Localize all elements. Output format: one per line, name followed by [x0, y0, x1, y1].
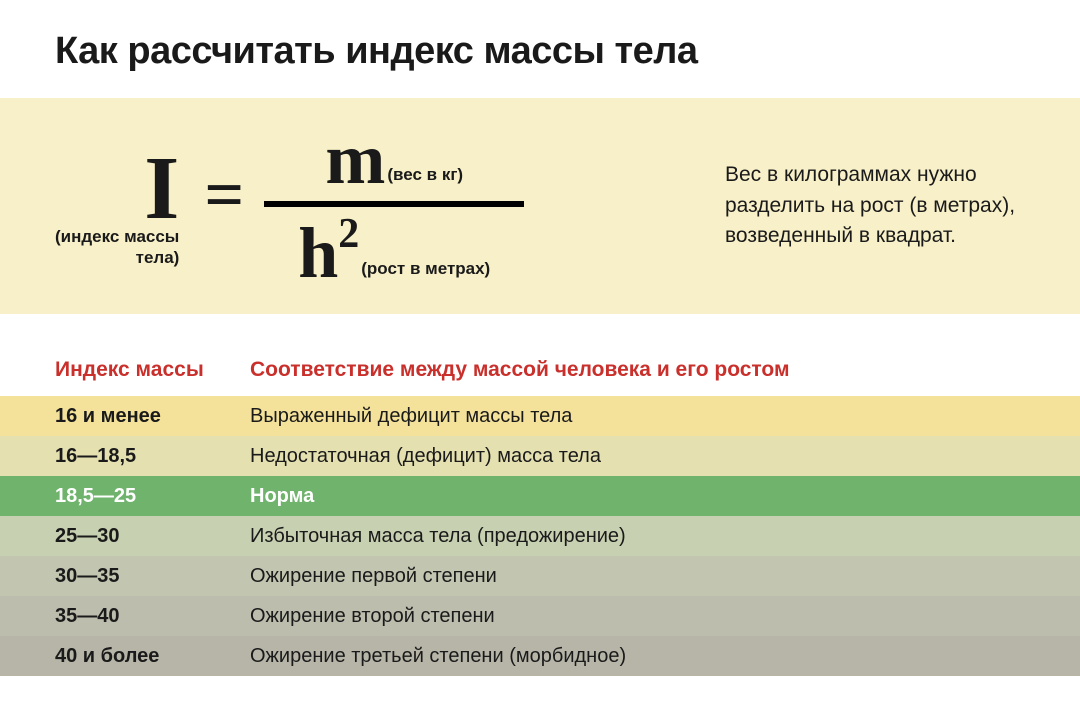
cell-range: 16 и менее [55, 405, 250, 427]
caption-I-line2: тела) [136, 248, 180, 267]
fraction-numerator: m (вес в кг) [325, 123, 463, 195]
formula-band: I (индекс массы тела) = m (вес в кг) h2 … [0, 98, 1080, 314]
fraction-denominator: h2 (рост в метрах) [298, 213, 490, 289]
table-body: 16 и менееВыраженный дефицит массы тела1… [0, 396, 1080, 676]
cell-range: 35—40 [55, 605, 250, 627]
cell-range: 18,5—25 [55, 485, 250, 507]
formula: I (индекс массы тела) = m (вес в кг) h2 … [55, 123, 524, 289]
table-row: 16—18,5Недостаточная (дефицит) масса тел… [0, 436, 1080, 476]
table-row: 30—35Ожирение первой степени [0, 556, 1080, 596]
caption-I: (индекс массы тела) [55, 226, 179, 269]
page-title: Как рассчитать индекс массы тела [0, 0, 1080, 98]
symbol-I: I [144, 144, 179, 234]
fraction: m (вес в кг) h2 (рост в метрах) [264, 123, 524, 289]
cell-desc: Норма [250, 485, 1025, 507]
cell-range: 16—18,5 [55, 445, 250, 467]
cell-range: 25—30 [55, 525, 250, 547]
bmi-table: Индекс массы Соответствие между массой ч… [0, 349, 1080, 676]
fraction-bar [264, 201, 524, 207]
table-row: 16 и менееВыраженный дефицит массы тела [0, 396, 1080, 436]
caption-m: (вес в кг) [387, 165, 463, 195]
cell-desc: Ожирение второй степени [250, 605, 1025, 627]
cell-desc: Ожирение третьей степени (морбидное) [250, 645, 1025, 667]
formula-I: I (индекс массы тела) [55, 144, 179, 269]
cell-desc: Избыточная масса тела (предожирение) [250, 525, 1025, 547]
table-row: 25—30Избыточная масса тела (предожирение… [0, 516, 1080, 556]
table-row: 40 и болееОжирение третьей степени (морб… [0, 636, 1080, 676]
cell-range: 30—35 [55, 565, 250, 587]
header-col-index: Индекс массы [55, 358, 250, 382]
table-row: 35—40Ожирение второй степени [0, 596, 1080, 636]
header-col-desc: Соответствие между массой человека и его… [250, 358, 1025, 382]
cell-range: 40 и более [55, 645, 250, 667]
caption-h: (рост в метрах) [361, 259, 490, 289]
formula-explanation: Вес в килограммах нужно разделить на рос… [725, 160, 1025, 251]
cell-desc: Выраженный дефицит массы тела [250, 405, 1025, 427]
symbol-h-sup: 2 [338, 211, 359, 257]
equals-sign: = [204, 156, 244, 236]
table-header: Индекс массы Соответствие между массой ч… [0, 349, 1080, 396]
caption-I-line1: (индекс массы [55, 227, 179, 246]
cell-desc: Недостаточная (дефицит) масса тела [250, 445, 1025, 467]
cell-desc: Ожирение первой степени [250, 565, 1025, 587]
symbol-h-base: h [298, 213, 338, 293]
table-row: 18,5—25Норма [0, 476, 1080, 516]
symbol-m: m [325, 123, 385, 195]
symbol-h: h2 [298, 213, 359, 289]
